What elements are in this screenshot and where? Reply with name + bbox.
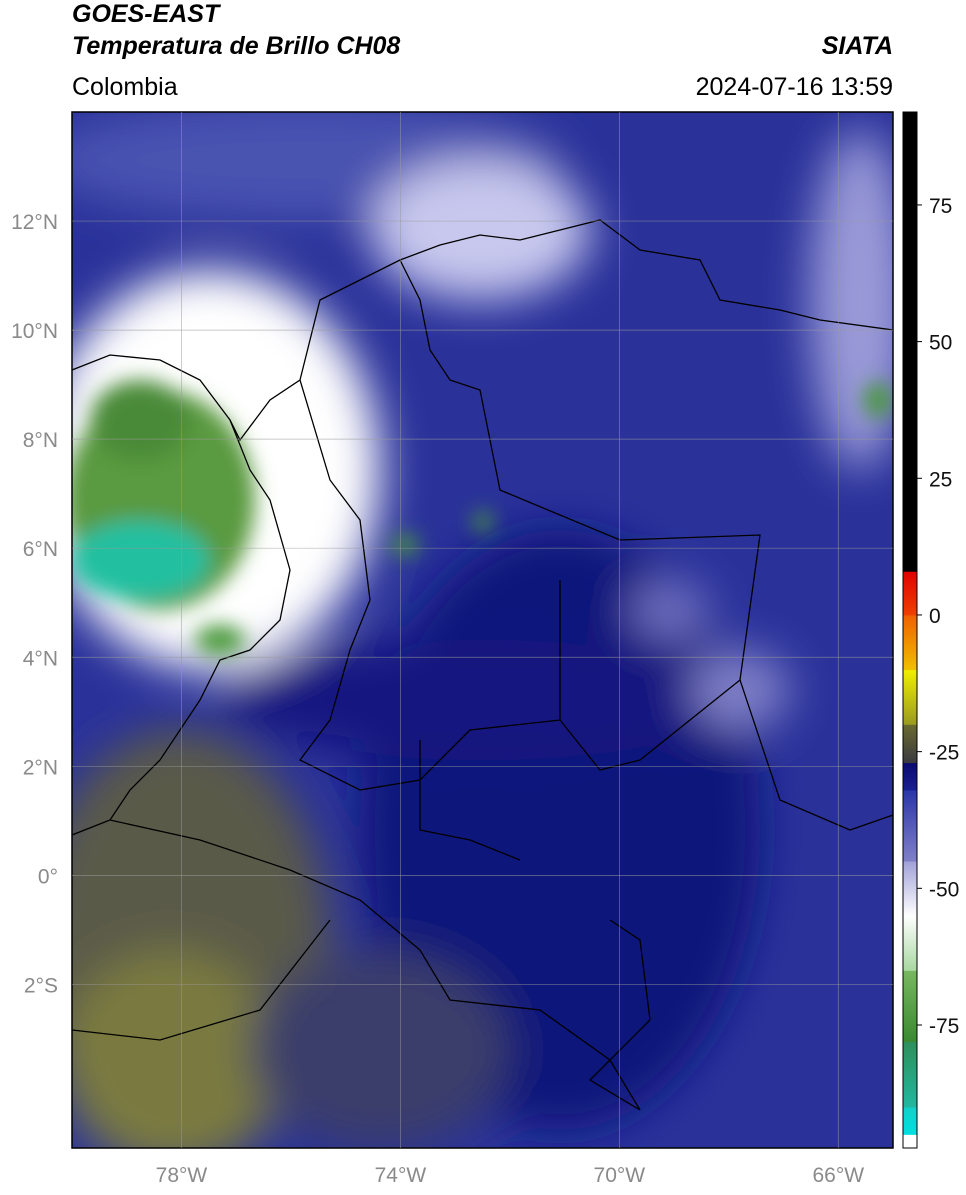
- colorbar-tick-label: -25: [929, 742, 959, 765]
- colorbar-segment: [903, 970, 917, 1042]
- colorbar-tick-label: 0: [929, 605, 941, 628]
- y-tick-label: 6°N: [23, 538, 58, 561]
- colorbar-tick-label: 75: [929, 195, 952, 218]
- colorbar-segment: [903, 1041, 917, 1108]
- datetime: 2024-07-16 13:59: [696, 73, 893, 101]
- colorbar-segment: [903, 789, 917, 862]
- colorbar-tick-label: 50: [929, 332, 952, 355]
- y-tick-label: 2°S: [24, 974, 58, 997]
- region: Colombia: [72, 73, 178, 101]
- y-tick-label: 12°N: [11, 211, 58, 234]
- y-tick-label: 4°N: [23, 647, 58, 670]
- colorbar-segment: [903, 669, 917, 725]
- colorbar-segment: [903, 860, 917, 917]
- colorbar-segment: [903, 915, 917, 971]
- colorbar-frame: [902, 111, 918, 1149]
- y-tick-label: 10°N: [11, 320, 58, 343]
- agency: SIATA: [822, 32, 893, 60]
- y-tick-label: 2°N: [23, 756, 58, 779]
- satellite-image: [72, 112, 893, 1148]
- y-tick-label: 8°N: [23, 429, 58, 452]
- colorbar-segment: [903, 724, 917, 764]
- colorbar-tick-label: 25: [929, 468, 952, 491]
- colorbar-tick-label: -50: [929, 878, 959, 901]
- y-tick-label: 0°: [38, 865, 58, 888]
- map-frame: [71, 111, 894, 1149]
- title: GOES-EAST: [72, 0, 222, 28]
- x-tick-label: 70°W: [594, 1164, 646, 1187]
- colorbar-segment: [903, 571, 917, 616]
- colorbar-segment: [903, 1134, 917, 1149]
- x-tick-label: 78°W: [156, 1164, 208, 1187]
- colorbar-segment: [903, 762, 917, 791]
- colorbar-tick-label: -75: [929, 1015, 959, 1038]
- x-tick-label: 74°W: [375, 1164, 427, 1187]
- colorbar-segment: [903, 614, 917, 671]
- colorbar-segment: [903, 1106, 917, 1135]
- x-tick-label: 66°W: [812, 1164, 864, 1187]
- borders: [72, 219, 893, 1111]
- colorbar-segment: [903, 112, 917, 572]
- subtitle: Temperatura de Brillo CH08: [72, 32, 400, 60]
